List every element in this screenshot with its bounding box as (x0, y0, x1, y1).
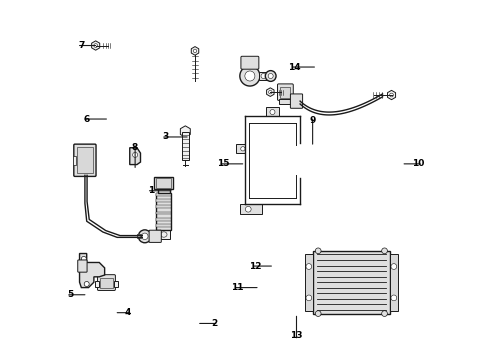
Circle shape (265, 71, 276, 81)
Bar (100, 278, 113, 288)
Circle shape (84, 282, 89, 287)
FancyBboxPatch shape (74, 144, 96, 176)
Text: 4: 4 (124, 308, 131, 317)
Bar (278, 99, 292, 104)
Text: 5: 5 (67, 290, 74, 299)
Bar (280, 87, 290, 98)
Bar (156, 193, 171, 196)
Bar (156, 206, 171, 208)
Bar (156, 218, 171, 221)
Bar (312, 251, 389, 314)
Circle shape (267, 73, 273, 78)
Bar (156, 212, 171, 215)
Bar (235, 144, 244, 153)
Bar (305, 254, 312, 311)
Circle shape (81, 256, 86, 261)
Circle shape (315, 311, 321, 316)
Circle shape (381, 311, 386, 316)
Polygon shape (80, 253, 104, 288)
Circle shape (137, 234, 141, 238)
Bar (258, 72, 268, 80)
Polygon shape (91, 41, 100, 50)
FancyBboxPatch shape (290, 94, 302, 108)
Circle shape (138, 230, 151, 243)
Text: 9: 9 (309, 116, 315, 125)
Bar (157, 230, 170, 239)
Bar (154, 177, 173, 189)
Bar (77, 147, 93, 173)
Circle shape (261, 73, 265, 78)
Text: 10: 10 (411, 159, 424, 168)
Circle shape (390, 295, 396, 301)
Circle shape (268, 90, 271, 94)
FancyBboxPatch shape (241, 56, 258, 69)
Bar (265, 107, 278, 116)
Text: 2: 2 (210, 319, 217, 328)
Polygon shape (386, 90, 395, 100)
Bar (240, 204, 262, 214)
Polygon shape (266, 88, 273, 96)
Text: 11: 11 (231, 283, 243, 292)
Circle shape (240, 147, 244, 151)
Polygon shape (191, 46, 198, 55)
Text: 12: 12 (248, 262, 261, 271)
FancyBboxPatch shape (78, 260, 87, 272)
Circle shape (245, 206, 251, 212)
Bar (182, 132, 188, 160)
Text: 7: 7 (78, 41, 84, 50)
Text: 14: 14 (288, 63, 301, 72)
Text: 6: 6 (83, 114, 90, 123)
Text: 8: 8 (132, 143, 138, 152)
Polygon shape (180, 126, 190, 137)
Bar (156, 179, 171, 188)
Bar (95, 282, 99, 287)
Circle shape (305, 264, 311, 269)
Text: 15: 15 (216, 159, 229, 168)
Bar (156, 199, 171, 202)
Circle shape (315, 248, 321, 254)
Circle shape (94, 44, 97, 48)
Circle shape (269, 109, 274, 114)
Circle shape (390, 264, 396, 269)
Bar (156, 224, 171, 226)
FancyBboxPatch shape (149, 230, 161, 242)
Bar (156, 193, 171, 230)
Bar (137, 234, 141, 238)
Bar (389, 254, 397, 311)
Text: 3: 3 (162, 132, 168, 141)
Circle shape (244, 71, 254, 81)
FancyBboxPatch shape (277, 84, 293, 100)
Bar (113, 282, 118, 287)
FancyBboxPatch shape (97, 275, 115, 291)
Circle shape (132, 152, 137, 157)
Circle shape (305, 295, 311, 301)
Polygon shape (129, 148, 140, 165)
Circle shape (239, 66, 260, 86)
Bar (73, 156, 76, 165)
Circle shape (193, 49, 196, 53)
Text: 13: 13 (290, 332, 302, 341)
Circle shape (381, 248, 386, 254)
Circle shape (142, 233, 148, 239)
Bar (158, 179, 169, 193)
Text: 1: 1 (148, 186, 154, 195)
Circle shape (389, 93, 392, 97)
